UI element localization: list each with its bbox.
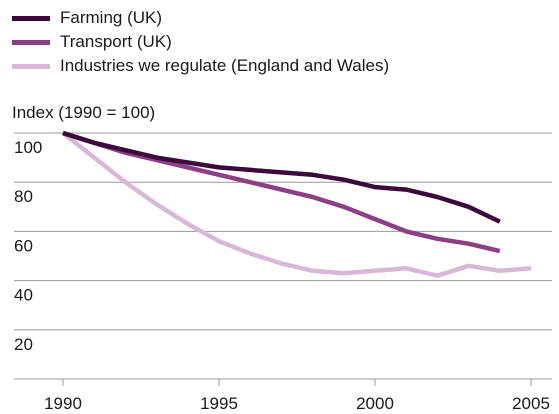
y-tick-label-40: 40 <box>14 286 33 305</box>
y-axis-label: Index (1990 = 100) <box>12 103 156 122</box>
series-line-industries <box>61 131 532 278</box>
legend-label-industries: Industries we regulate (England and Wale… <box>60 56 390 75</box>
x-tick-label-2005: 2005 <box>512 394 550 413</box>
legend-swatch-industries <box>12 63 50 69</box>
y-tick-label-80: 80 <box>14 187 33 206</box>
y-tick-label-60: 60 <box>14 236 33 255</box>
legend-swatch-farming <box>12 15 50 21</box>
legend-swatch-transport <box>12 39 50 45</box>
legend-item-transport: Transport (UK) <box>12 30 389 54</box>
legend: Farming (UK) Transport (UK) Industries w… <box>12 6 389 78</box>
legend-label-farming: Farming (UK) <box>60 8 163 27</box>
legend-label-transport: Transport (UK) <box>60 32 172 51</box>
legend-item-farming: Farming (UK) <box>12 6 389 30</box>
y-tick-label-100: 100 <box>14 138 42 157</box>
y-tick-label-20: 20 <box>14 335 33 354</box>
x-tick-label-1995: 1995 <box>200 394 238 413</box>
x-tick-label-1990: 1990 <box>44 394 82 413</box>
legend-item-industries: Industries we regulate (England and Wale… <box>12 54 389 78</box>
x-tick-label-2000: 2000 <box>356 394 394 413</box>
series-line-transport <box>62 130 501 254</box>
series-line-farming <box>62 130 501 224</box>
